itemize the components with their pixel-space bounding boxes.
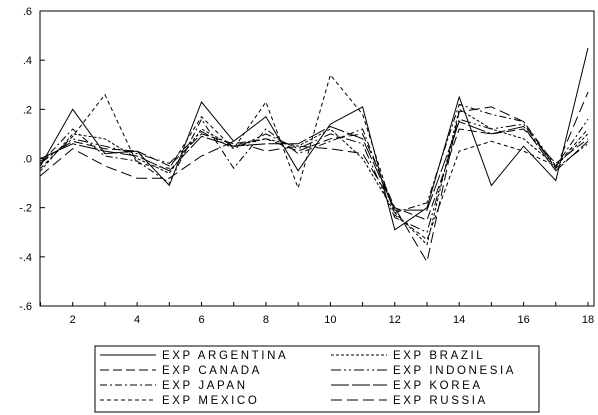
series-line-exp-brazil [40, 108, 589, 246]
series-line-exp-indonesia [40, 118, 589, 233]
legend-label: EXP RUSSIA [393, 395, 488, 407]
legend-label: EXP JAPAN [162, 380, 248, 392]
legend-label: EXP KOREA [393, 380, 483, 392]
x-tick-label: 14 [453, 314, 465, 326]
x-tick-label: 12 [389, 314, 401, 326]
legend-box [94, 345, 540, 413]
x-axis: 2 4 6 8 10 12 14 16 18 [40, 302, 594, 326]
x-tick-label: 2 [70, 314, 76, 326]
legend-label: EXP INDONESIA [393, 365, 516, 377]
series-line-exp-japan [40, 103, 589, 214]
series-line-exp-canada [40, 128, 589, 221]
legend: EXP ARGENTINA EXP BRAZIL EXP CANADA EXP IND… [94, 345, 540, 413]
x-tick-label: 10 [324, 314, 336, 326]
legend-label: EXP CANADA [162, 365, 262, 377]
y-tick-label: .4 [23, 55, 32, 67]
x-tick-label: 8 [263, 314, 269, 326]
legend-label: EXP MEXICO [162, 395, 259, 407]
x-tick-label: 6 [198, 314, 204, 326]
y-axis: -.6 -.4 -.2 .0 .2 .4 .6 [19, 6, 45, 313]
y-tick-label: .6 [23, 6, 32, 18]
series-line-exp-mexico [40, 73, 589, 241]
y-tick-label: -.2 [19, 203, 32, 215]
y-tick-label: -.6 [19, 301, 32, 313]
legend-label: EXP BRAZIL [393, 350, 485, 362]
series-line-exp-argentina [40, 47, 589, 231]
series-line-exp-korea [40, 120, 589, 211]
series-layer [40, 47, 589, 264]
y-tick-label: .2 [23, 104, 32, 116]
y-tick-label: -.4 [19, 252, 32, 264]
x-tick-label: 4 [134, 314, 140, 326]
legend-label: EXP ARGENTINA [162, 350, 288, 362]
x-tick-label: 18 [582, 314, 594, 326]
y-tick-label: .0 [23, 154, 32, 166]
x-tick-label: 16 [517, 314, 529, 326]
